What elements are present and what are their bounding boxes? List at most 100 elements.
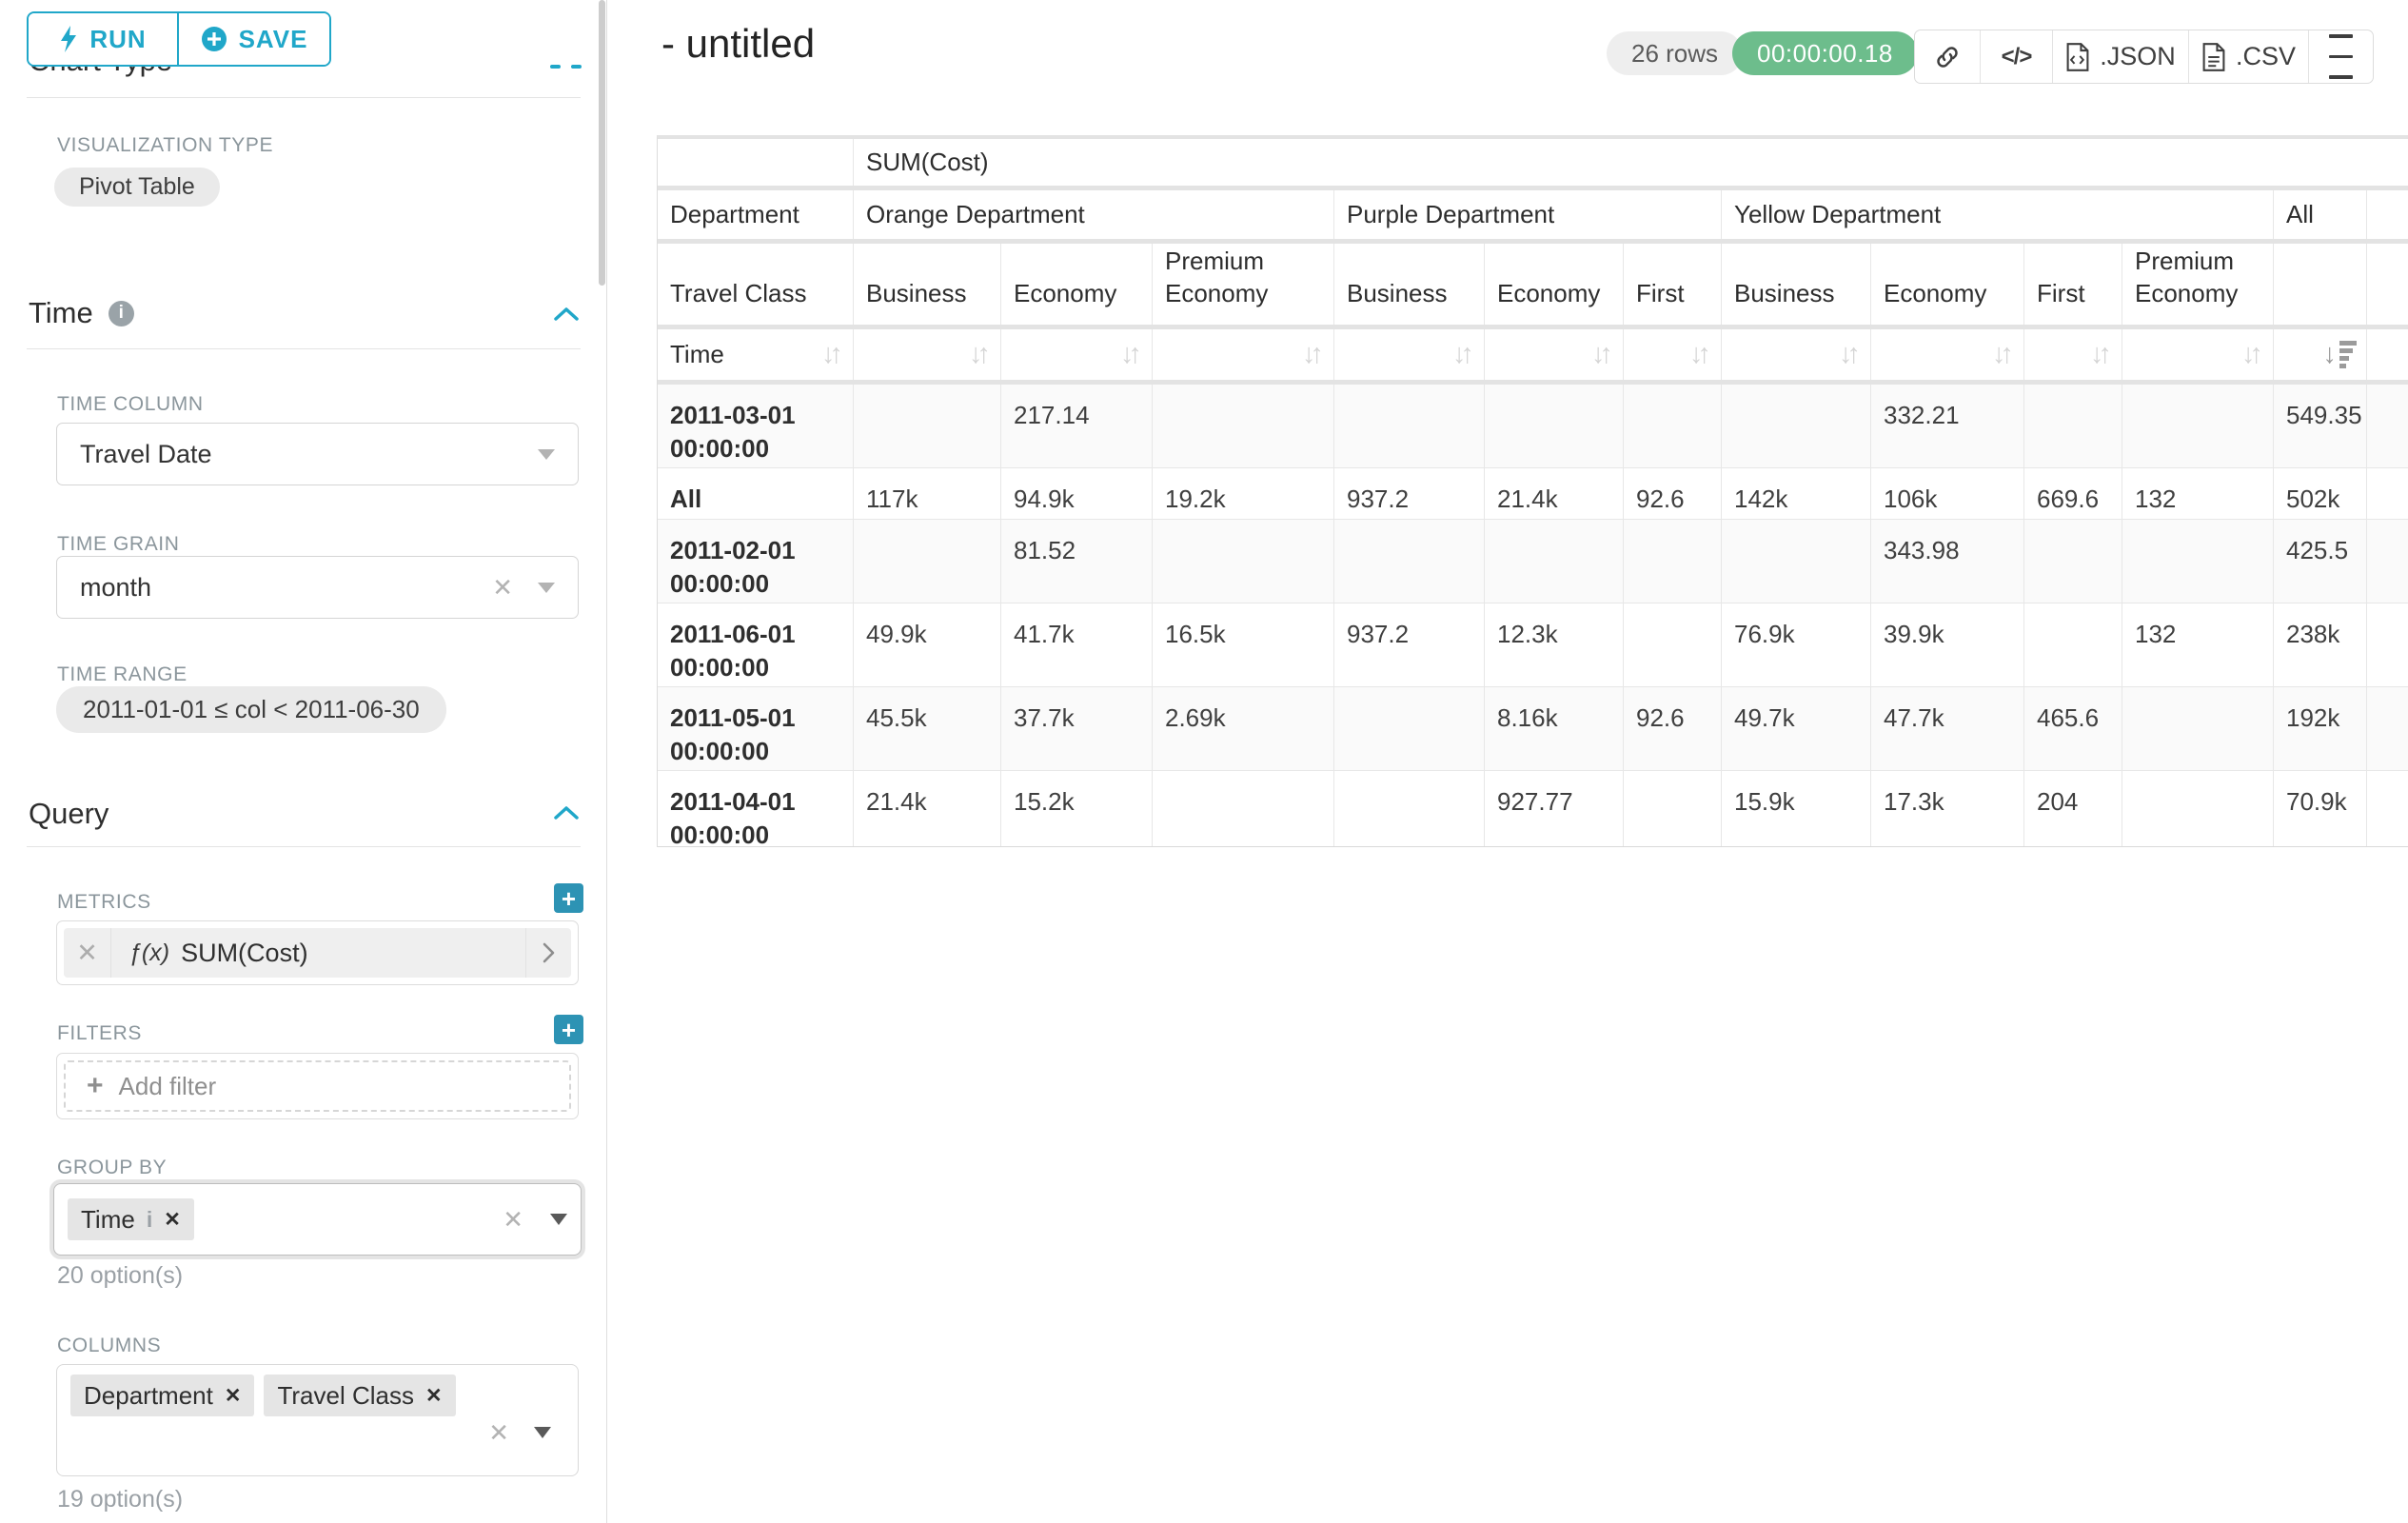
pivot-table: SUM(Cost) Department Orange Department Purp… xyxy=(657,135,2408,847)
pivot-cell: 192k xyxy=(2274,687,2367,770)
sort-icon[interactable]: ↓↑ xyxy=(1839,339,1861,369)
sort-icon[interactable]: ↓↑ xyxy=(1992,339,2014,369)
pivot-clipped-cell xyxy=(2367,520,2408,603)
pivot-cell: 132 xyxy=(2122,468,2274,519)
pivot-sort-cell: ↓↑ xyxy=(2122,329,2274,380)
metric-pill[interactable]: ✕ ƒ(x) SUM(Cost) xyxy=(64,928,571,978)
expand-metric-icon[interactable] xyxy=(525,928,571,978)
time-column-select[interactable]: Travel Date xyxy=(56,423,579,485)
pivot-cell: 39.9k xyxy=(1871,603,2024,686)
save-button[interactable]: SAVE xyxy=(179,13,329,65)
pivot-cell: 238k xyxy=(2274,603,2367,686)
tag-label: Time xyxy=(81,1204,135,1234)
sort-icon[interactable]: ↓↑ xyxy=(1452,339,1474,369)
columns-tag[interactable]: Department ✕ xyxy=(70,1375,255,1416)
share-link-button[interactable] xyxy=(1915,30,1981,83)
pivot-sub-col-header: First xyxy=(1624,244,1722,325)
collapse-chevron-icon[interactable] xyxy=(554,307,579,322)
pivot-row-dim-header: Time ↓↑ xyxy=(658,329,854,380)
pivot-cell: 937.2 xyxy=(1334,468,1485,519)
query-section-title: Query xyxy=(29,797,109,830)
pivot-sub-col-header: Premium Economy xyxy=(1153,244,1334,325)
chevron-down-icon[interactable] xyxy=(538,448,555,460)
sort-icon[interactable]: ↓↑ xyxy=(2241,339,2263,369)
section-divider xyxy=(27,348,581,349)
sort-icon[interactable]: ↓↑ xyxy=(1591,339,1613,369)
remove-tag-icon[interactable]: ✕ xyxy=(224,1384,242,1407)
clear-icon[interactable]: ✕ xyxy=(503,1205,523,1234)
sort-desc-icon[interactable]: ↓ xyxy=(2323,339,2367,370)
pivot-col-dim-label: Department xyxy=(658,190,854,239)
time-range-pill[interactable]: 2011-01-01 ≤ col < 2011-06-30 xyxy=(56,686,446,733)
chart-title[interactable]: - untitled xyxy=(661,21,816,66)
pivot-clipped-cell xyxy=(2367,687,2408,770)
pivot-col-dim-label: Travel Class xyxy=(658,244,854,325)
menu-button[interactable] xyxy=(2309,30,2373,83)
sort-icon[interactable]: ↓↑ xyxy=(969,339,991,369)
pivot-cell xyxy=(1153,520,1334,603)
sort-icon[interactable]: ↓↑ xyxy=(1689,339,1711,369)
lightning-icon xyxy=(61,26,77,52)
pivot-sort-cell: ↓↑ xyxy=(1871,329,2024,380)
run-button[interactable]: RUN xyxy=(29,13,179,65)
add-filter-plus-button[interactable]: + xyxy=(554,1015,583,1044)
export-json-label: .JSON xyxy=(2100,42,2176,70)
time-grain-select[interactable]: month ✕ xyxy=(56,556,579,619)
add-filter-button[interactable]: + Add filter xyxy=(64,1060,571,1112)
pivot-row-label: 2011-02-01 00:00:00 xyxy=(658,520,854,603)
pivot-sub-col-header: Business xyxy=(1722,244,1871,325)
pivot-cell: 92.6 xyxy=(1624,468,1722,519)
pivot-cell: 332.21 xyxy=(1871,385,2024,467)
file-text-icon xyxy=(2202,42,2225,71)
export-csv-button[interactable]: .CSV xyxy=(2189,30,2309,83)
time-column-value: Travel Date xyxy=(80,439,212,468)
pivot-sort-cell: ↓ xyxy=(2274,329,2367,380)
remove-tag-icon[interactable]: ✕ xyxy=(424,1384,443,1407)
remove-tag-icon[interactable]: ✕ xyxy=(164,1208,181,1231)
view-query-button[interactable]: </> xyxy=(1981,30,2053,83)
menu-icon xyxy=(2329,34,2353,38)
chevron-down-icon[interactable] xyxy=(550,1214,567,1225)
export-toolbar: </> .JSON .CSV xyxy=(1914,30,2374,84)
remove-metric-icon[interactable]: ✕ xyxy=(64,928,111,978)
clear-icon[interactable]: ✕ xyxy=(488,1418,509,1447)
pivot-cell: 669.6 xyxy=(2024,468,2122,519)
pivot-cell: 37.7k xyxy=(1001,687,1153,770)
sort-icon[interactable]: ↓↑ xyxy=(821,339,843,369)
sort-icon[interactable]: ↓↑ xyxy=(2090,339,2112,369)
sidebar-scrollbar[interactable] xyxy=(599,0,605,286)
sort-icon[interactable]: ↓↑ xyxy=(1120,339,1142,369)
pivot-cell: 45.5k xyxy=(854,687,1001,770)
clear-icon[interactable]: ✕ xyxy=(492,573,513,602)
add-metric-button[interactable]: + xyxy=(554,883,583,913)
sort-icon[interactable]: ↓↑ xyxy=(1302,339,1324,369)
pivot-cell xyxy=(1722,385,1871,467)
export-json-button[interactable]: .JSON xyxy=(2053,30,2189,83)
pivot-cell: 549.35 xyxy=(2274,385,2367,467)
chevron-down-icon[interactable] xyxy=(534,1427,551,1438)
pivot-row-label: 2011-05-01 00:00:00 xyxy=(658,687,854,770)
pivot-cell: 76.9k xyxy=(1722,603,1871,686)
chevron-down-icon[interactable] xyxy=(538,582,555,593)
collapse-chevron-icon[interactable] xyxy=(554,805,579,821)
save-button-label: SAVE xyxy=(238,24,308,53)
columns-select[interactable]: Department ✕ Travel Class ✕ ✕ xyxy=(56,1364,579,1476)
pivot-cell xyxy=(1153,385,1334,467)
pivot-group-header: Orange Department xyxy=(854,190,1334,239)
columns-label: COLUMNS xyxy=(57,1335,162,1356)
pivot-cell xyxy=(2122,385,2274,467)
pivot-sort-cell: ↓↑ xyxy=(1485,329,1624,380)
pivot-row-label: All xyxy=(658,468,854,519)
columns-tag[interactable]: Travel Class ✕ xyxy=(264,1375,456,1416)
pivot-metric-header: SUM(Cost) xyxy=(866,148,989,176)
pivot-cell: 47.7k xyxy=(1871,687,2024,770)
pivot-cell xyxy=(1624,603,1722,686)
pivot-clipped-cell xyxy=(2367,385,2408,467)
group-by-tag[interactable]: Time i ✕ xyxy=(68,1198,194,1240)
pivot-cell: 8.16k xyxy=(1485,687,1624,770)
file-code-icon xyxy=(2066,42,2089,71)
pivot-cell xyxy=(1485,520,1624,603)
group-by-select[interactable]: Time i ✕ ✕ xyxy=(53,1183,582,1256)
viz-type-pill[interactable]: Pivot Table xyxy=(54,168,220,207)
filters-label: FILTERS xyxy=(57,1022,142,1044)
